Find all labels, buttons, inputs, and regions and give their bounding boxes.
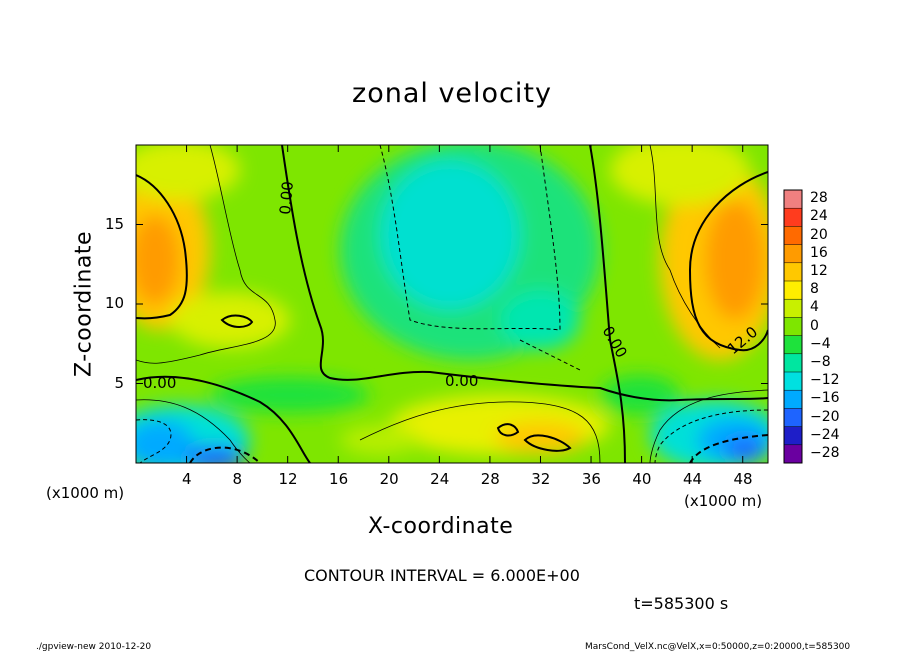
colorbar-label: 20 bbox=[810, 226, 828, 243]
x-unit-label-right: (x1000 m) bbox=[684, 492, 763, 510]
colorbar-label: −8 bbox=[810, 353, 831, 370]
contour-label: 0.00 bbox=[143, 374, 176, 392]
colorbar-segment bbox=[784, 299, 802, 318]
colorbar-segment bbox=[784, 208, 802, 227]
colorbar-label: 24 bbox=[810, 208, 828, 225]
colorbar-segment bbox=[784, 390, 802, 409]
colorbar-segment bbox=[784, 317, 802, 336]
colorbar-segment bbox=[784, 444, 802, 463]
x-unit-label: (x1000 m) bbox=[46, 484, 125, 502]
y-tick-label: 15 bbox=[105, 214, 125, 233]
x-tick-label: 8 bbox=[232, 470, 243, 488]
contour-interval-text: CONTOUR INTERVAL = 6.000E+00 bbox=[304, 566, 580, 585]
x-tick-label: 32 bbox=[531, 470, 551, 488]
colorbar-label: −12 bbox=[810, 372, 840, 389]
y-tick-label: 5 bbox=[114, 373, 125, 392]
colorbar-label: −16 bbox=[810, 390, 840, 407]
chart-title: zonal velocity bbox=[352, 78, 552, 109]
colorbar-label: −24 bbox=[810, 426, 840, 443]
colorbar-label: −20 bbox=[810, 408, 840, 425]
colorbar-segment bbox=[784, 281, 802, 300]
colorbar bbox=[783, 189, 803, 464]
colorbar-label: 8 bbox=[810, 281, 819, 298]
x-tick-label: 36 bbox=[581, 470, 601, 488]
colorbar-label: 28 bbox=[810, 190, 828, 207]
colorbar-label: 16 bbox=[810, 244, 828, 261]
colorbar-segment bbox=[784, 190, 802, 209]
colorbar-label: 4 bbox=[810, 299, 819, 316]
colorbar-border bbox=[783, 189, 803, 464]
colorbar-label: 0 bbox=[810, 317, 819, 334]
colorbar-segment bbox=[784, 408, 802, 427]
colorbar-segment bbox=[784, 372, 802, 391]
x-tick-label: 16 bbox=[329, 470, 349, 488]
footer-right: MarsCond_VelX.nc@VelX,x=0:50000,z=0:2000… bbox=[585, 642, 851, 652]
colorbar-segment bbox=[784, 353, 802, 372]
footer-left: ./gpview-new 2010-12-20 bbox=[36, 642, 152, 652]
x-tick-label: 24 bbox=[430, 470, 450, 488]
time-label: t=585300 s bbox=[634, 594, 729, 613]
x-axis-label: X-coordinate bbox=[368, 514, 514, 539]
colorbar-segment bbox=[784, 335, 802, 354]
contour-label: 0.00 bbox=[276, 181, 297, 216]
y-tick-label: 10 bbox=[105, 294, 125, 312]
colorbar-segment bbox=[784, 244, 802, 263]
x-tick-label: 40 bbox=[632, 470, 652, 488]
colorbar-label: −4 bbox=[810, 335, 831, 352]
y-axis-label: Z-coordinate bbox=[71, 231, 97, 377]
x-tick-label: 44 bbox=[682, 470, 703, 488]
colorbar-label: 12 bbox=[810, 262, 828, 279]
x-tick-label: 28 bbox=[480, 470, 500, 488]
colorbar-segment bbox=[784, 426, 802, 445]
x-tick-label: 4 bbox=[181, 470, 192, 488]
x-tick-label: 20 bbox=[379, 470, 399, 488]
contour-label: 0.00 bbox=[445, 372, 478, 390]
x-tick-label: 12 bbox=[278, 470, 298, 488]
colorbar-segment bbox=[784, 262, 802, 281]
velocity-field: 0.00 0.00 0.00 0.00 12.0 bbox=[136, 145, 768, 463]
colorbar-segment bbox=[784, 226, 802, 245]
x-tick-label: 48 bbox=[733, 470, 753, 488]
colorbar-label: −28 bbox=[810, 444, 840, 461]
